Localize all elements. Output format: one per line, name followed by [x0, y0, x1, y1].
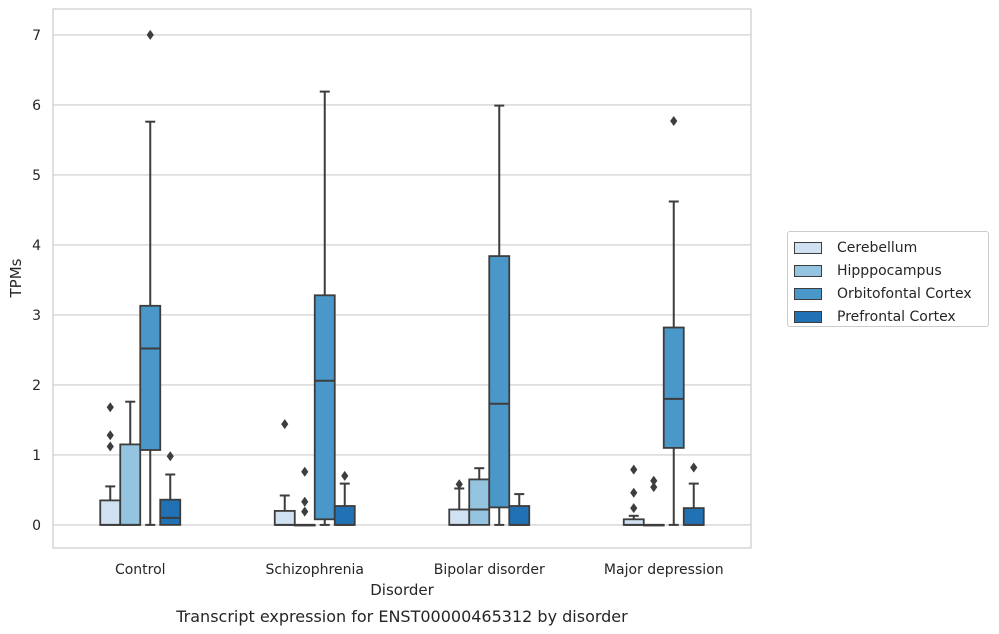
- outlier-point: [690, 462, 698, 473]
- x-tick-label: Control: [115, 562, 166, 578]
- box-body: [119, 443, 142, 526]
- outlier-point: [455, 479, 463, 490]
- outlier-point: [650, 475, 658, 486]
- legend-swatch: [794, 241, 822, 254]
- outlier-point: [106, 441, 114, 452]
- legend-item-orbitofrontal-cortex: Orbitofontal Cortex: [794, 282, 988, 305]
- box-cerebellum-0: [99, 402, 122, 526]
- x-tick-labels: Control Schizophrenia Bipolar disorder Majo…: [115, 562, 724, 578]
- box-cerebellum-1: [273, 419, 296, 526]
- legend-item-cerebellum: Cerebellum: [794, 236, 988, 259]
- box-body: [313, 294, 336, 521]
- outlier-point: [650, 482, 658, 493]
- outlier-point: [630, 464, 638, 475]
- outlier-point: [281, 419, 289, 430]
- box-body: [468, 478, 491, 526]
- y-tick-label: 2: [32, 378, 41, 394]
- y-axis-label: TPMs: [7, 258, 25, 298]
- plot-area-frame: [52, 8, 752, 549]
- legend-item-hippocampus: Hipppocampus: [794, 259, 988, 282]
- gridlines: [53, 34, 751, 526]
- outlier-point: [146, 29, 154, 40]
- x-tick-label: Schizophrenia: [266, 562, 364, 578]
- box-hipppocampus-1: [293, 466, 316, 527]
- box-body: [139, 304, 162, 451]
- box-body: [508, 505, 531, 526]
- box-body: [333, 505, 356, 526]
- y-tick-label: 0: [32, 518, 41, 534]
- chart-caption: Transcript expression for ENST0000046531…: [175, 607, 628, 626]
- legend-swatch: [794, 264, 822, 277]
- outlier-point: [106, 402, 114, 413]
- box-body: [662, 326, 685, 449]
- y-tick-label: 7: [32, 28, 41, 44]
- box-prefrontal-cortex-0: [159, 451, 182, 526]
- y-tick-label: 5: [32, 168, 41, 184]
- outlier-point: [301, 496, 309, 507]
- outlier-point: [106, 430, 114, 441]
- box-orbitofontal-cortex-0: [139, 29, 162, 526]
- legend-label: Orbitofontal Cortex: [837, 285, 972, 302]
- box-body: [159, 498, 182, 526]
- box-cerebellum-2: [448, 479, 471, 526]
- y-tick-label: 4: [32, 238, 41, 254]
- box-prefrontal-cortex-3: [682, 462, 705, 526]
- x-tick-label: Major depression: [604, 562, 724, 578]
- box-orbitofontal-cortex-3: [662, 116, 685, 526]
- legend-label: Hipppocampus: [837, 262, 942, 279]
- box-hipppocampus-2: [468, 467, 491, 526]
- legend-label: Prefrontal Cortex: [837, 308, 956, 325]
- box-cerebellum-3: [622, 464, 645, 526]
- y-tick-label: 3: [32, 308, 41, 324]
- outlier-point: [341, 470, 349, 481]
- box-body: [273, 509, 296, 526]
- outlier-point: [301, 466, 309, 477]
- box-marks: [99, 29, 705, 527]
- box-hipppocampus-3: [642, 475, 665, 527]
- y-tick-labels: 0 1 2 3 4 5 6 7: [32, 28, 41, 534]
- legend-swatch: [794, 310, 822, 323]
- chart-legend: Cerebellum Hipppocampus Orbitofontal Cor…: [787, 231, 989, 327]
- box-prefrontal-cortex-1: [333, 470, 356, 526]
- box-body: [488, 255, 511, 509]
- box-body: [448, 508, 471, 526]
- y-tick-label: 1: [32, 448, 41, 464]
- outlier-point: [166, 451, 174, 462]
- box-body: [682, 507, 705, 526]
- outlier-point: [630, 503, 638, 514]
- x-axis-label: Disorder: [370, 581, 434, 599]
- legend-swatch: [794, 287, 822, 300]
- box-prefrontal-cortex-2: [508, 493, 531, 526]
- outlier-point: [630, 487, 638, 498]
- y-tick-label: 6: [32, 98, 41, 114]
- box-hipppocampus-0: [119, 400, 142, 526]
- legend-label: Cerebellum: [837, 239, 918, 256]
- box-orbitofontal-cortex-1: [313, 90, 336, 526]
- box-body: [99, 499, 122, 526]
- legend-item-prefrontal-cortex: Prefrontal Cortex: [794, 305, 988, 328]
- x-tick-label: Bipolar disorder: [434, 562, 545, 578]
- outlier-point: [670, 116, 678, 126]
- outlier-point: [301, 506, 309, 517]
- box-orbitofontal-cortex-2: [488, 104, 511, 526]
